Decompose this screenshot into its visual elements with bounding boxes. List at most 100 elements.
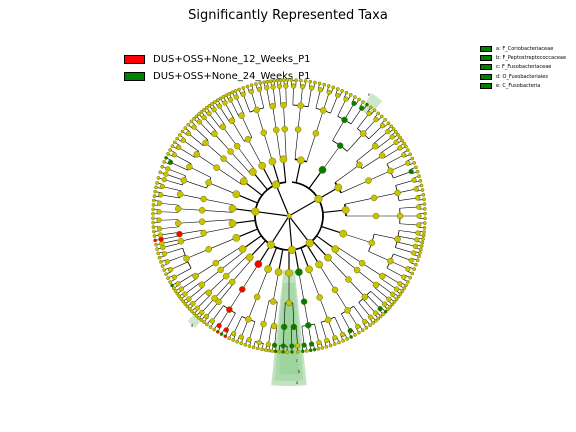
clade-legend-item: e: C_Fusobacteria	[480, 81, 566, 90]
clade-swatch	[480, 64, 492, 71]
tree-node	[156, 217, 162, 223]
tree-node	[279, 155, 288, 164]
tree-node	[167, 267, 174, 273]
tree-node	[400, 138, 404, 143]
tree-node	[183, 302, 188, 306]
tree-edge	[268, 325, 272, 345]
tree-node	[221, 95, 226, 99]
tree-node	[197, 316, 201, 320]
tree-node	[227, 97, 234, 103]
tree-nodes	[151, 78, 427, 354]
tree-edge	[356, 145, 376, 162]
tree-node	[418, 247, 423, 252]
tree-node	[157, 255, 162, 260]
tree-node	[202, 139, 209, 147]
tree-node	[166, 152, 170, 156]
tree-node	[223, 327, 229, 333]
tree-node	[376, 111, 381, 116]
tree-node	[157, 232, 164, 238]
tree-node	[372, 281, 380, 289]
tree-node	[278, 78, 283, 83]
tree-node	[402, 286, 407, 291]
tree-node	[151, 220, 156, 225]
tree-node	[386, 296, 392, 302]
legend-swatch-green	[124, 72, 145, 81]
tree-node	[156, 209, 162, 215]
tree-node	[365, 102, 369, 107]
tree-node	[245, 253, 254, 262]
tree-node	[340, 88, 344, 93]
tree-node	[160, 164, 165, 169]
tree-node	[168, 148, 172, 152]
tree-node	[245, 316, 252, 323]
tree-node	[394, 189, 401, 197]
tree-node	[175, 136, 180, 141]
tree-node	[324, 253, 332, 262]
tree-node	[175, 144, 182, 151]
tree-node	[249, 83, 254, 88]
tree-node	[410, 271, 415, 276]
clade-label: b: F_Peptostreptococcaceae	[496, 54, 567, 61]
clade-sector-b	[187, 313, 202, 328]
tree-node	[223, 334, 228, 339]
tree-node	[305, 238, 314, 248]
tree-node	[343, 96, 349, 102]
tree-node	[420, 240, 425, 245]
tree-edge	[315, 89, 321, 109]
tree-edge	[180, 235, 205, 242]
tree-edge	[386, 267, 404, 278]
tree-node	[393, 139, 399, 146]
tree-node	[402, 141, 406, 146]
tree-node	[320, 107, 327, 114]
tree-node	[227, 91, 232, 96]
tree-node	[272, 126, 280, 134]
tree-node	[420, 188, 425, 192]
tree-node	[337, 340, 341, 345]
tree-node	[322, 82, 327, 87]
tree-node	[392, 299, 397, 304]
tree-node	[208, 325, 213, 329]
tree-node	[412, 267, 417, 271]
tree-edge	[188, 286, 204, 300]
tree-node	[280, 101, 287, 109]
tree-node	[383, 117, 388, 122]
tree-node	[370, 194, 378, 202]
tree-node	[248, 168, 257, 176]
tree-node	[287, 245, 297, 254]
tree-node	[183, 255, 190, 262]
tree-node	[163, 171, 169, 177]
tree-node	[285, 350, 289, 354]
tree-edge	[167, 168, 186, 177]
tree-node	[191, 124, 197, 130]
tree-edge	[337, 99, 347, 117]
tree-node	[419, 244, 424, 248]
tree-edge	[374, 233, 398, 240]
legend-item-24-weeks: DUS+OSS+None_24_Weeks_P1	[124, 68, 311, 85]
tree-edge	[348, 279, 366, 298]
tree-node	[296, 349, 300, 354]
tree-node	[176, 191, 184, 198]
tree-edge	[164, 179, 183, 186]
tree-node	[170, 283, 174, 288]
clade-legend: a: F_Coriobacteriaceae b: F_Peptostrepto…	[480, 44, 566, 90]
tree-node	[192, 272, 199, 280]
tree-node	[379, 123, 386, 129]
clade-letter: c	[296, 358, 298, 363]
tree-node	[181, 299, 186, 304]
clade-sector-d	[274, 282, 304, 381]
tree-node	[224, 93, 229, 98]
tree-node	[162, 268, 167, 272]
tree-node	[414, 165, 418, 170]
tree-edge	[184, 282, 201, 295]
tree-node	[423, 211, 427, 216]
tree-node	[353, 333, 357, 337]
tree-node	[422, 197, 426, 202]
tree-node	[194, 305, 200, 311]
tree-node	[371, 321, 375, 325]
tree-node	[200, 195, 207, 203]
tree-node	[275, 78, 280, 83]
tree-edge	[340, 180, 369, 194]
tree-node	[260, 129, 267, 136]
tree-node	[335, 87, 340, 91]
